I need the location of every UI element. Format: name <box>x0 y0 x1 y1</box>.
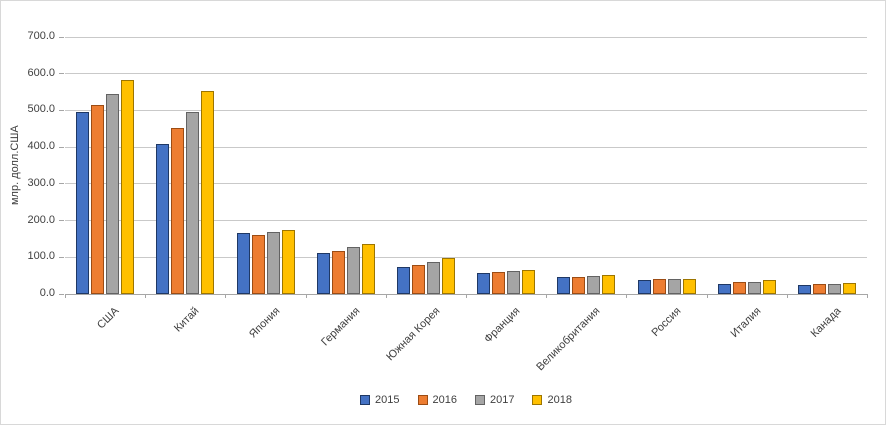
y-axis-tick <box>59 109 64 111</box>
legend-swatch <box>360 395 371 405</box>
x-axis-boundary-tick <box>225 294 227 298</box>
legend-label: 2017 <box>490 394 515 406</box>
bar <box>346 247 360 294</box>
bar <box>762 280 776 294</box>
bar <box>236 233 250 294</box>
bar <box>171 128 185 294</box>
bar <box>361 243 375 294</box>
bar <box>316 252 330 294</box>
x-axis-boundary-tick <box>786 294 788 298</box>
bar <box>492 271 506 294</box>
y-axis-tick-label: 100.0 <box>27 250 55 263</box>
x-axis-boundary-tick <box>626 294 628 298</box>
bar <box>572 276 586 294</box>
y-axis-tick <box>59 36 64 38</box>
y-axis-tick <box>59 256 64 258</box>
legend: 2015 2016 2017 2018 <box>65 394 867 406</box>
legend-item: 2015 <box>360 394 400 406</box>
y-axis-tick <box>59 183 64 185</box>
y-axis-tick-label: 600.0 <box>27 66 55 79</box>
bar <box>186 111 200 294</box>
legend-label: 2016 <box>432 394 457 406</box>
x-axis-label: Канада <box>808 305 844 340</box>
x-axis-label: Франция <box>482 305 523 346</box>
bar <box>411 264 425 294</box>
bar <box>251 234 265 294</box>
x-axis-label: Япония <box>246 305 282 341</box>
bar <box>441 258 455 294</box>
y-axis-tick-label: 700.0 <box>27 30 55 42</box>
x-axis-boundary-tick <box>305 294 307 298</box>
bar <box>507 270 521 294</box>
x-axis-boundary-tick <box>385 294 387 298</box>
legend-item: 2018 <box>532 394 572 406</box>
bar <box>281 230 295 294</box>
bar <box>797 285 811 294</box>
bar <box>732 282 746 294</box>
y-axis-tick-label: 300.0 <box>27 176 55 189</box>
bar <box>587 276 601 294</box>
legend-item: 2017 <box>475 394 514 406</box>
x-axis-label: Италия <box>728 305 764 340</box>
x-axis-boundary-tick <box>706 294 708 298</box>
y-axis-tick <box>59 293 64 295</box>
legend-label: 2015 <box>375 394 400 406</box>
bar <box>477 272 491 294</box>
bar <box>396 266 410 294</box>
y-axis-tick-label: 400.0 <box>27 140 55 153</box>
x-axis-label: Россия <box>648 305 683 339</box>
bar <box>156 144 170 294</box>
gridline <box>65 36 867 38</box>
bar <box>331 250 345 294</box>
legend-label: 2018 <box>547 394 572 406</box>
gridline <box>65 183 867 185</box>
y-axis-tick-label: 500.0 <box>27 103 55 116</box>
legend-item: 2016 <box>417 394 457 406</box>
bar <box>747 281 761 294</box>
x-axis-label: США <box>95 305 122 332</box>
x-axis-boundary-tick <box>466 294 467 298</box>
y-axis-tick-label: 200.0 <box>27 213 55 226</box>
gridline <box>65 146 867 148</box>
bar <box>266 232 280 294</box>
legend-swatch <box>475 395 485 405</box>
bar <box>76 112 90 294</box>
bar <box>637 280 651 294</box>
y-axis-tick-label: 0.0 <box>39 287 55 299</box>
x-axis-boundary-tick <box>145 294 147 298</box>
x-axis-label: Китай <box>172 305 202 335</box>
legend-swatch <box>417 395 428 405</box>
bar <box>667 278 681 294</box>
bar <box>842 282 856 294</box>
y-axis-tick <box>59 220 64 222</box>
y-axis-tick <box>59 146 64 148</box>
bar <box>522 269 536 294</box>
legend-swatch <box>532 395 543 405</box>
gridline <box>65 220 867 222</box>
bar <box>91 104 105 294</box>
gridline <box>65 73 867 75</box>
bar <box>557 277 571 294</box>
bar <box>827 284 841 294</box>
gridline <box>65 109 867 111</box>
x-axis-boundary-tick <box>65 294 66 298</box>
bar <box>682 278 696 294</box>
bar <box>652 279 666 294</box>
bar <box>812 284 826 294</box>
x-axis-label: Южная Корея <box>384 305 443 364</box>
bar <box>201 90 215 294</box>
x-axis-boundary-tick <box>867 294 868 298</box>
gridline <box>65 256 867 258</box>
bar <box>602 274 616 294</box>
bar <box>426 261 440 294</box>
x-axis-label: Великобритания <box>534 305 603 374</box>
bar <box>717 284 731 294</box>
bar <box>121 80 135 294</box>
bar <box>106 93 120 294</box>
x-axis-boundary-tick <box>546 294 548 298</box>
y-axis-tick <box>59 73 64 75</box>
x-axis-label: Германия <box>318 305 363 349</box>
